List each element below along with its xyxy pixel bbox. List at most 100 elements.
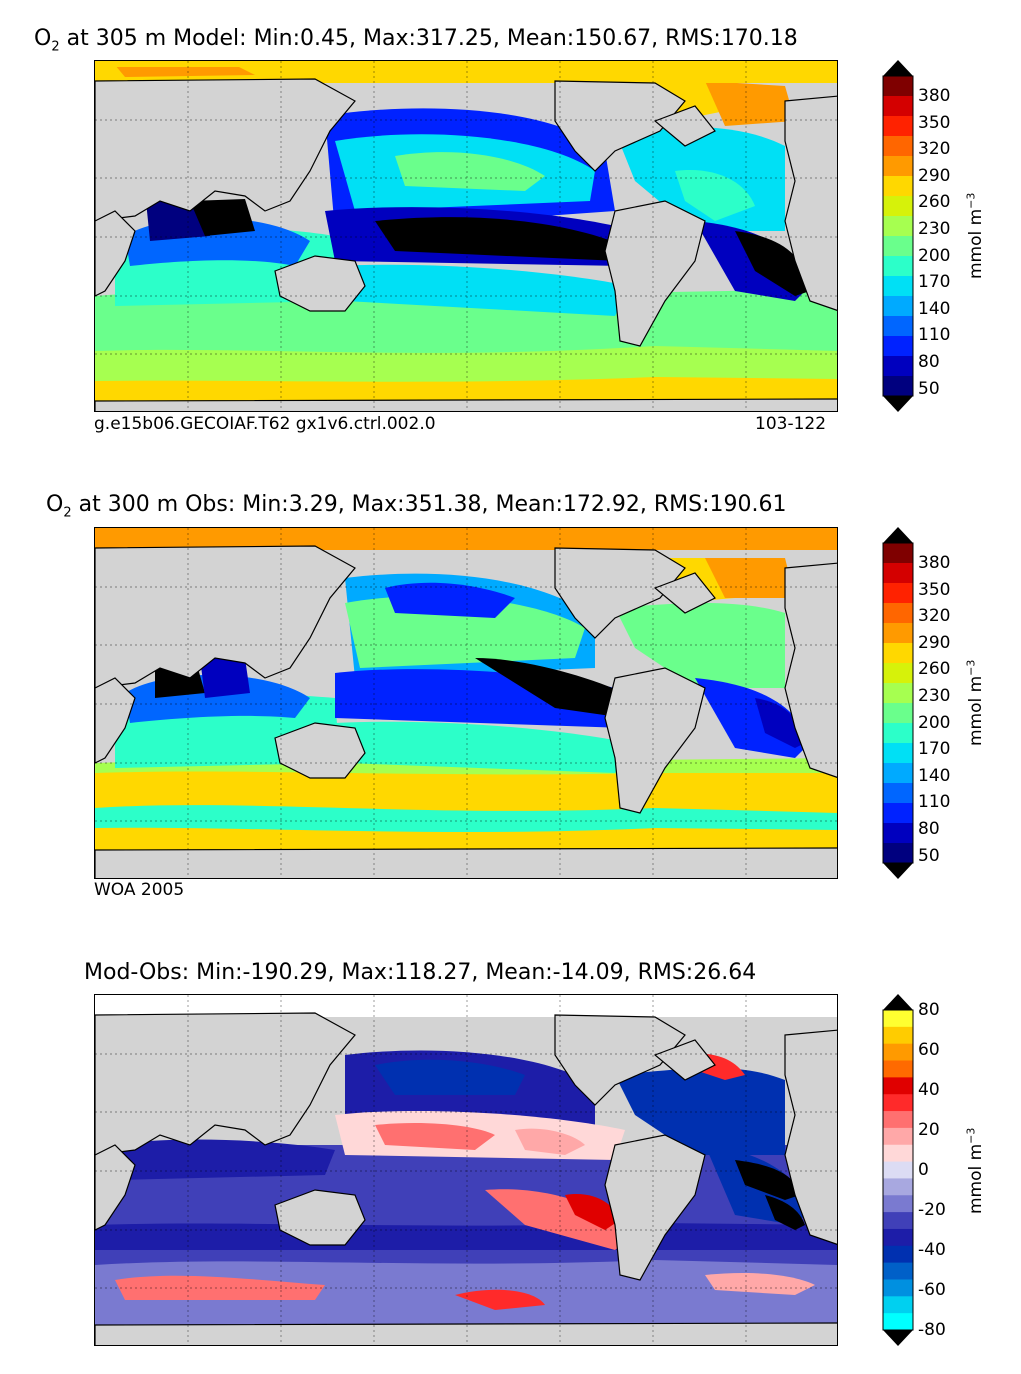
panel3-colorbar-swatch — [883, 1212, 913, 1230]
panel1-colorbar — [882, 60, 914, 412]
p1-australia — [274, 255, 366, 312]
panel1-colorbar-tick-label: 350 — [918, 112, 951, 133]
panel1-colorbar-swatch — [883, 236, 913, 257]
panel2-colorbar-swatch — [883, 623, 913, 644]
panel1-colorbar-extend-min — [883, 396, 913, 412]
panel3-colorbar-swatch — [883, 1127, 913, 1146]
panel1-colorbar-swatch — [883, 156, 913, 177]
panel2-colorbar-swatch — [883, 703, 913, 724]
panel1-colorbar-tick-label: 380 — [918, 86, 951, 106]
panel1-colorbar-tick-label: 140 — [918, 298, 951, 319]
panel1-colorbar-tick-label: 50 — [918, 378, 940, 399]
panel3-colorbar-tick-label: -80 — [918, 1320, 946, 1340]
panel2-colorbar-swatch — [883, 563, 913, 584]
panel2-colorbar — [882, 527, 914, 879]
panel1-footer-left: g.e15b06.GECOIAF.T62 gx1v6.ctrl.002.0 — [94, 414, 436, 434]
panel2-colorbar-tick-label: 290 — [918, 632, 951, 653]
panel3-colorbar-swatch — [883, 1262, 913, 1280]
panel1-colorbar-tick-label: 110 — [918, 325, 951, 346]
p3-north-atlantic — [615, 1068, 785, 1155]
panel3-colorbar-swatch — [883, 1094, 913, 1112]
panel1-colorbar-swatch — [883, 136, 913, 157]
panel3-colorbar-swatch — [883, 1228, 913, 1247]
panel3-colorbar-tick-label: -40 — [918, 1240, 946, 1260]
panel1-colorbar-swatch — [883, 176, 913, 197]
panel1-colorbar-swatch — [883, 336, 913, 357]
p3-antarctica — [95, 1322, 837, 1345]
panel2-colorbar-tick-label: 110 — [918, 792, 951, 813]
p3-eurasia — [95, 1012, 356, 1156]
panel3-colorbar-swatch — [883, 1043, 913, 1062]
panel3-colorbar-label: mmol m−3 — [964, 1127, 987, 1215]
panel3-colorbar-tick-label: 80 — [918, 1000, 940, 1020]
panel2-colorbar-swatch — [883, 723, 913, 744]
panel2-colorbar-extend-max — [883, 527, 913, 543]
panel2-colorbar-tick-label: 200 — [918, 712, 951, 733]
panel1-colorbar-extend-max — [883, 60, 913, 76]
panel2-colorbar-swatch — [883, 843, 913, 864]
panel2-colorbar-tick-label: 80 — [918, 819, 940, 839]
panel1-colorbar-swatch — [883, 296, 913, 317]
p3-africa — [95, 1144, 136, 1231]
panel1-colorbar-frame — [882, 75, 914, 397]
panel2-colorbar-swatch — [883, 823, 913, 844]
p3-north-america — [554, 1014, 686, 1106]
p1-north-america — [554, 80, 686, 172]
panel3-colorbar-swatch — [883, 1077, 913, 1095]
panel1-colorbar-swatch — [883, 256, 913, 277]
panel3-colorbar-swatch — [883, 1026, 913, 1045]
panel2-colorbar-frame — [882, 542, 914, 864]
p2-antarctica — [95, 847, 837, 878]
panel3-colorbar-tick-label: -20 — [918, 1200, 946, 1220]
panel1-colorbar-tick-label: 80 — [918, 352, 940, 372]
panel3-colorbar-swatch — [883, 1144, 913, 1163]
panel2-colorbar-swatch — [883, 743, 913, 764]
p2-north-atlantic — [615, 603, 785, 688]
p1-antarctica — [95, 398, 837, 411]
panel2-colorbar-swatch — [883, 783, 913, 804]
panel2-colorbar-tick-label: 230 — [918, 686, 951, 706]
panel2-colorbar-tick-label: 140 — [918, 765, 951, 786]
panel3-colorbar-swatch — [883, 1245, 913, 1264]
panel1-colorbar-swatch — [883, 216, 913, 237]
panel1-colorbar-swatch — [883, 96, 913, 117]
panel3-colorbar — [882, 994, 914, 1346]
panel2-colorbar-tick-label: 380 — [918, 553, 951, 573]
panel1-colorbar-tick-label: 170 — [918, 272, 951, 293]
p1-pacific-omz — [375, 217, 625, 261]
panel2-colorbar-swatch — [883, 543, 913, 564]
panel2-colorbar-swatch — [883, 683, 913, 704]
p3-australia — [274, 1189, 366, 1246]
panel1-colorbar-swatch — [883, 376, 913, 397]
panel1-colorbar-swatch — [883, 76, 913, 97]
panel2-colorbar-swatch — [883, 763, 913, 784]
panel2-colorbar-swatch — [883, 583, 913, 604]
panel1-title: O2 at 305 m Model: Min:0.45, Max:317.25,… — [34, 26, 798, 55]
panel3-colorbar-extend-min — [883, 1330, 913, 1346]
panel1-colorbar-swatch — [883, 116, 913, 137]
panel3-colorbar-tick-label: 40 — [918, 1080, 940, 1100]
panel3-colorbar-swatch — [883, 1010, 913, 1028]
panel3-colorbar-frame — [882, 1009, 914, 1331]
p1-eurasia — [95, 78, 356, 222]
panel2-map — [94, 527, 838, 879]
panel3-colorbar-swatch — [883, 1161, 913, 1179]
panel3-colorbar-swatch — [883, 1060, 913, 1078]
panel2-colorbar-swatch — [883, 643, 913, 664]
panel1-colorbar-swatch — [883, 356, 913, 377]
panel3-title: Mod-Obs: Min:-190.29, Max:118.27, Mean:-… — [84, 960, 757, 985]
panel1-colorbar-swatch — [883, 196, 913, 217]
p2-atlantic-omz — [755, 698, 805, 748]
panel2-colorbar-tick-label: 350 — [918, 579, 951, 600]
p2-eurasia — [95, 545, 356, 689]
panel1-footer-right: 103-122 — [755, 414, 827, 434]
p3-southern-band — [95, 1260, 837, 1325]
p2-pacific-omz — [475, 658, 635, 718]
p2-australia — [274, 722, 366, 779]
panel3-colorbar-swatch — [883, 1195, 913, 1213]
p1-europe-africa — [784, 95, 837, 311]
panel2-colorbar-label: mmol m−3 — [964, 659, 987, 747]
panel2-colorbar-tick-label: 260 — [918, 659, 951, 680]
panel1-colorbar-tick-label: 200 — [918, 245, 951, 266]
panel3-colorbar-tick-label: 0 — [918, 1160, 929, 1180]
